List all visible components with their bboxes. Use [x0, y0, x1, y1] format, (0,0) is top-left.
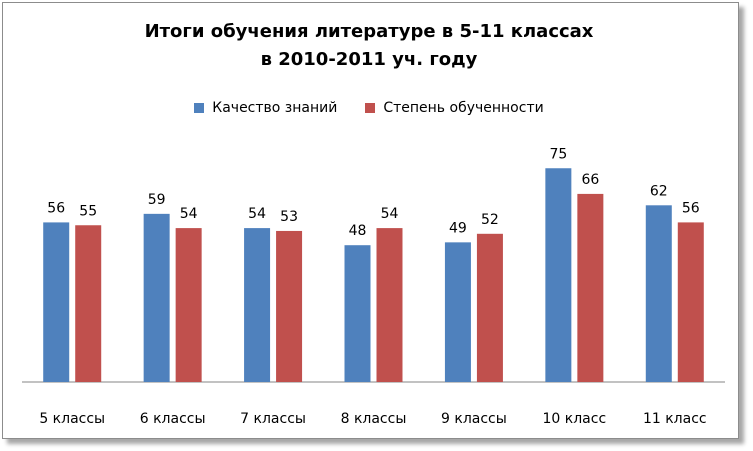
data-label-series-0-cat-4: 49 — [449, 220, 467, 236]
data-label-series-1-cat-3: 54 — [381, 206, 399, 222]
x-tick-label-3: 8 классы — [341, 411, 407, 427]
legend-label-series-1: Степень обученности — [383, 100, 544, 116]
data-label-series-0-cat-6: 62 — [650, 183, 668, 199]
bar-series-0-cat-3 — [344, 245, 371, 382]
legend-swatch-series-1 — [365, 103, 376, 113]
chart-legend: Качество знаний Степень обученности — [0, 100, 738, 116]
bar-series-0-cat-4 — [444, 242, 471, 382]
legend-item-series-1: Степень обученности — [365, 100, 544, 116]
bar-series-1-cat-0 — [75, 225, 102, 382]
x-tick-label-0: 5 классы — [39, 411, 105, 427]
bar-series-1-cat-5 — [577, 193, 604, 382]
chart-title: Итоги обучения литературе в 5-11 классах… — [0, 18, 738, 74]
data-label-series-1-cat-2: 53 — [280, 209, 298, 225]
data-label-series-1-cat-5: 66 — [581, 172, 599, 188]
x-tick-label-5: 10 класс — [543, 411, 607, 427]
bar-series-0-cat-5 — [545, 168, 572, 382]
data-label-series-0-cat-0: 56 — [47, 200, 65, 216]
data-label-series-0-cat-3: 48 — [349, 223, 367, 239]
bar-series-1-cat-3 — [376, 228, 403, 382]
bar-series-0-cat-1 — [143, 213, 170, 382]
chart-title-line2: в 2010-2011 уч. году — [260, 49, 478, 70]
x-tick-label-2: 7 классы — [240, 411, 306, 427]
legend-label-series-0: Качество знаний — [212, 100, 338, 116]
chart-title-line1: Итоги обучения литературе в 5-11 классах — [144, 21, 594, 42]
bar-series-1-cat-4 — [476, 233, 503, 382]
data-label-series-1-cat-4: 52 — [481, 212, 499, 228]
bar-series-1-cat-6 — [677, 222, 704, 382]
data-label-series-0-cat-1: 59 — [148, 192, 166, 208]
bar-series-1-cat-1 — [175, 228, 202, 382]
data-label-series-0-cat-5: 75 — [549, 146, 567, 162]
bar-series-0-cat-6 — [645, 205, 672, 382]
x-tick-label-4: 9 классы — [441, 411, 507, 427]
data-label-series-1-cat-6: 56 — [682, 200, 700, 216]
bar-series-0-cat-2 — [244, 228, 271, 382]
bar-series-1-cat-2 — [276, 230, 303, 382]
legend-item-series-0: Качество знаний — [194, 100, 337, 116]
data-label-series-1-cat-1: 54 — [180, 206, 198, 222]
x-tick-label-6: 11 класс — [643, 411, 707, 427]
x-tick-label-1: 6 классы — [140, 411, 206, 427]
data-label-series-0-cat-2: 54 — [248, 206, 266, 222]
bar-series-0-cat-0 — [43, 222, 70, 382]
data-label-series-1-cat-0: 55 — [79, 203, 97, 219]
legend-swatch-series-0 — [194, 103, 205, 113]
